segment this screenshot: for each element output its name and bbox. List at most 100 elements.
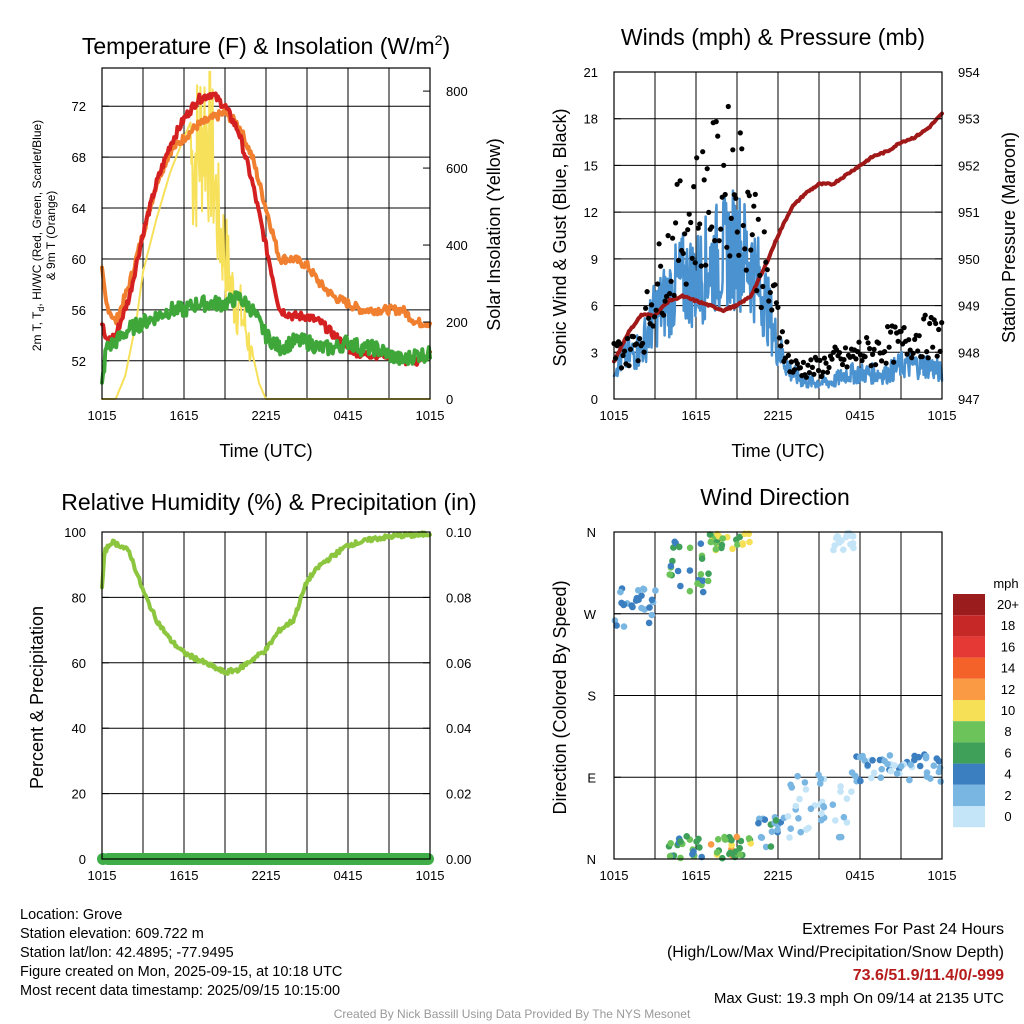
relative-humidity-line	[100, 530, 432, 676]
wind-xtick-label: 2215	[764, 408, 793, 423]
gust-point	[925, 355, 931, 361]
gust-point	[821, 355, 828, 361]
dir-xtick-label: 2215	[764, 868, 793, 883]
temp-ytick-label: 56	[72, 303, 86, 318]
gust-point	[727, 253, 733, 259]
gust-point	[658, 263, 664, 269]
gust-point	[808, 357, 814, 363]
gust-point	[886, 344, 892, 350]
gust-point	[933, 320, 939, 327]
rh-xtick-label: 0415	[334, 868, 363, 883]
gust-point	[769, 307, 775, 313]
credit-line: Created By Nick Bassill Using Data Provi…	[333, 1007, 691, 1021]
wind-direction-point	[719, 854, 726, 862]
wind-ytick-label: 15	[584, 158, 598, 173]
dir-frame	[613, 531, 943, 860]
gust-point	[703, 262, 709, 268]
wind-direction-point	[667, 840, 674, 847]
gust-point	[895, 338, 901, 344]
wind-direction-point	[677, 582, 684, 590]
gust-point	[826, 364, 832, 371]
wind-direction-point	[802, 786, 810, 793]
gust-point	[712, 238, 718, 244]
gust-point	[655, 281, 661, 287]
wind-direction-point	[704, 577, 712, 585]
gust-point	[697, 221, 703, 227]
gust-point	[868, 363, 874, 369]
wind-ytick-label: 6	[591, 299, 598, 314]
gust-point	[724, 244, 730, 250]
wind-direction-point	[736, 844, 743, 852]
temp-ytick-right-label: 800	[446, 84, 468, 99]
gust-point	[934, 353, 940, 359]
wind-direction-point	[683, 833, 690, 840]
wind-xtick-label: 1015	[928, 408, 957, 423]
gust-point	[677, 178, 683, 184]
temp-ylabel-right: Solar Insolation (Yellow)	[484, 138, 504, 330]
rh-ytick-right-label: 0.00	[446, 852, 471, 867]
gust-point	[646, 315, 652, 321]
wind-direction-point	[805, 824, 812, 832]
gust-point	[758, 304, 764, 311]
gust-point	[650, 323, 656, 329]
rh-ytick-label: 20	[72, 787, 86, 802]
rh-title: Relative Humidity (%) & Precipitation (i…	[61, 489, 476, 515]
wind-direction-point	[837, 788, 844, 795]
wind-xtick-label: 1615	[682, 408, 711, 423]
wind-direction-point	[693, 838, 700, 845]
gust-point	[730, 147, 736, 153]
gust-point	[713, 119, 719, 125]
gust-point	[746, 193, 752, 199]
rh-ytick-label: 60	[72, 656, 86, 671]
wind-direction-point	[706, 531, 714, 538]
gust-point	[620, 352, 626, 359]
wind-direction-point	[864, 761, 871, 769]
wind-direction-point	[666, 852, 674, 860]
gust-point	[737, 130, 743, 136]
dir-xtick-label: 1615	[682, 868, 711, 883]
wind-direction-point	[652, 587, 659, 594]
wind-direction-point	[849, 532, 857, 540]
gust-point	[824, 369, 831, 375]
wind-ytick-label: 18	[584, 112, 598, 127]
gust-point	[841, 357, 847, 363]
wind-ylabel-right: Station Pressure (Maroon)	[999, 132, 1019, 343]
wind-direction-point	[886, 752, 894, 759]
gust-point	[820, 369, 826, 375]
gust-point	[665, 233, 671, 239]
wind-direction-point	[676, 543, 683, 551]
gust-point	[817, 357, 823, 363]
temp-xtick-label: 2215	[252, 408, 281, 423]
rh-xtick-label: 1015	[88, 868, 117, 883]
wind-direction-point	[877, 774, 885, 781]
dir-ytick-label: N	[587, 525, 596, 540]
wind-direction-point	[835, 833, 843, 841]
gust-point	[682, 231, 688, 237]
wind-direction-point	[816, 780, 824, 787]
gust-point	[823, 360, 829, 366]
wind-xtick-label: 0415	[846, 408, 875, 423]
wind-direction-point	[795, 815, 802, 822]
wind-ytick-label: 12	[584, 205, 598, 220]
wind-ytick-label: 9	[591, 252, 598, 267]
gust-point	[885, 324, 891, 330]
gust-point	[883, 360, 889, 366]
wind-direction-point	[620, 601, 628, 608]
gust-point	[829, 356, 835, 362]
legend-label: 18	[1001, 618, 1015, 633]
wind-xtick-label: 1015	[600, 408, 629, 423]
gust-point	[736, 252, 742, 258]
rh-ytick-label: 100	[64, 525, 86, 540]
temp-xtick-label: 0415	[334, 408, 363, 423]
wind-direction-point	[762, 843, 770, 851]
wind-direction-point	[761, 816, 769, 823]
gust-point	[806, 370, 813, 376]
gust-point	[635, 358, 641, 364]
gust-point	[805, 362, 811, 368]
legend-swatch	[953, 615, 985, 637]
wind-ytick-right-label: 949	[958, 299, 980, 314]
wind-direction-point	[837, 783, 844, 790]
temp-panel: 1015 1615 2215 0415 1015 52 56 60 64 68 72 0 200 400 6…	[30, 32, 504, 461]
wind-direction-point	[915, 753, 923, 761]
